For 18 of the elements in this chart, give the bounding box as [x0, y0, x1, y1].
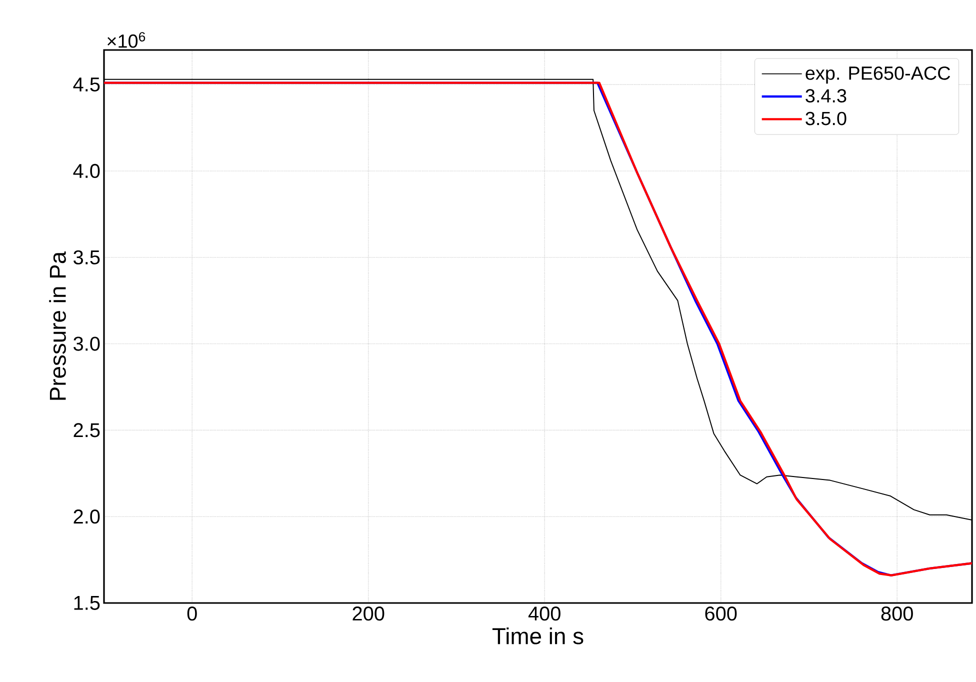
y-tick-label: 4.5: [73, 78, 100, 92]
y-tick-label: 2.5: [74, 423, 100, 438]
x-tick-label: 800: [881, 606, 913, 621]
y-tick-label: 3.5: [74, 250, 100, 264]
y-tick-label: 2.0: [74, 510, 100, 524]
legend-label: 3.5.0: [806, 112, 846, 126]
x-tick-label: 200: [352, 606, 384, 621]
y-tick-label: 4.0: [73, 164, 100, 178]
legend-label: exp. PE650-ACC: [806, 66, 950, 84]
text: ×10$^{6}$: [108, 32, 146, 48]
x-axis-title: Time in s: [492, 627, 584, 644]
y-tick-label: 1.5: [74, 596, 100, 610]
x-tick-label: 0: [187, 606, 197, 621]
y-tick-label: 3.0: [74, 336, 100, 351]
x-tick-label: 400: [528, 606, 560, 621]
y-axis-title: Pressure in Pa: [49, 251, 66, 400]
legend-label: 3.4.3: [806, 89, 846, 103]
x-tick-label: 600: [705, 606, 737, 621]
